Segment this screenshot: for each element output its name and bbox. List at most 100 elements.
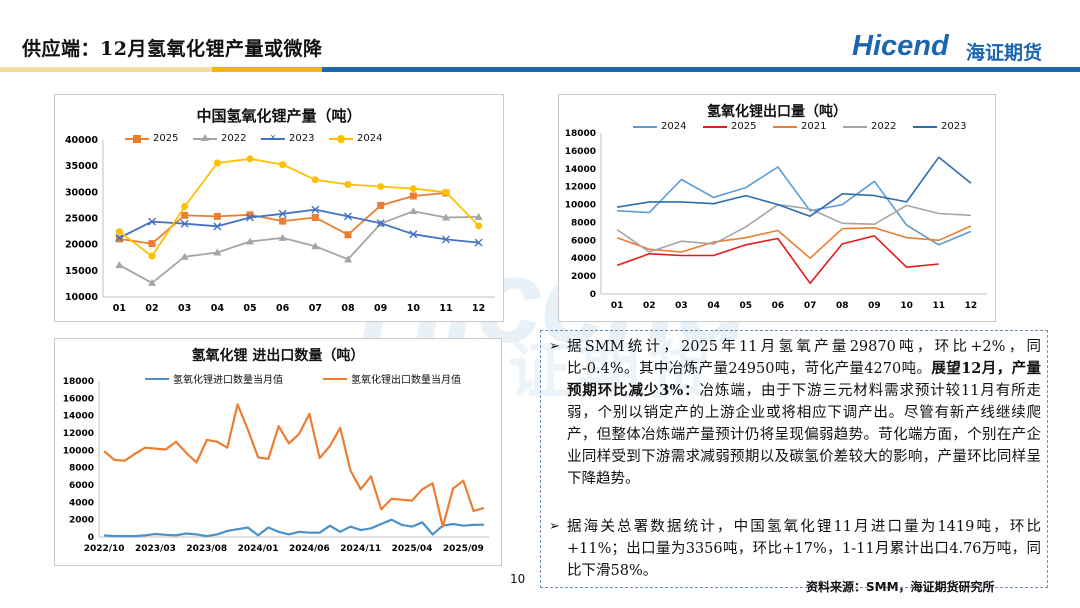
data-point-2-9-b — [409, 230, 418, 239]
data-point-3-10 — [442, 188, 450, 196]
header-stripe-blue — [322, 67, 1080, 72]
series-line-0 — [104, 518, 484, 538]
production-chart-legend: 2025 2022 ✕ 2023 2024 — [125, 133, 445, 147]
series-line-1 — [118, 210, 479, 284]
x-tick-label: 05 — [739, 301, 752, 311]
data-point-2-1-b — [148, 217, 156, 226]
legend-marker: ✕ — [269, 132, 277, 142]
legend-label: 2022 — [871, 121, 897, 132]
data-point-3-9 — [409, 185, 417, 193]
data-point-2-11-b — [474, 238, 483, 247]
legend-label: 2023 — [289, 133, 315, 144]
x-tick-label: 2025/09 — [443, 544, 484, 554]
x-tick-label: 07 — [309, 303, 322, 314]
page-number: 10 — [510, 572, 526, 586]
x-tick-label: 2024/01 — [238, 544, 279, 554]
legend-swatch: ✕ — [261, 133, 285, 141]
x-tick-label: 12 — [965, 301, 978, 311]
paragraph-1-text-b: 冶炼端，由于下游三元材料需求预计较11月有所走弱，个别以销定产的上游企业或将相应… — [567, 383, 1041, 487]
data-point-0-7 — [344, 231, 352, 239]
legend-swatch — [125, 134, 149, 143]
series-line-1 — [616, 235, 939, 285]
data-point-3-5 — [279, 161, 287, 169]
y-tick-label: 0 — [88, 533, 94, 543]
trade-chart-legend: 氢氧化锂进口数量当月值 氢氧化锂出口数量当月值 — [145, 371, 485, 386]
legend-item: 氢氧化锂出口数量当月值 — [323, 371, 461, 386]
commentary-paragraph-1: ➢ 据SMM统计，2025年11月氢氧产量29870吨，环比+2%，同比-0.4… — [549, 336, 1041, 490]
data-point-0-0 — [115, 235, 123, 243]
y-tick-label: 15000 — [65, 266, 98, 277]
data-point-1-7 — [344, 255, 352, 263]
legend-label: 氢氧化锂出口数量当月值 — [351, 375, 461, 386]
logo-wordmark: Hicend — [852, 30, 949, 62]
x-tick-label: 10 — [900, 301, 913, 311]
data-point-1-0 — [115, 261, 124, 269]
y-tick-label: 6000 — [571, 236, 596, 246]
paragraph-1-text-a: 据SMM统计，2025年11月氢氧产量29870吨，环比+2%，同比-0.4%。… — [567, 339, 1041, 377]
legend-label: 2025 — [153, 133, 179, 144]
bullet-arrow-icon: ➢ — [549, 519, 560, 534]
legend-label: 氢氧化锂进口数量当月值 — [173, 375, 283, 386]
series-line-4 — [616, 156, 972, 217]
series-line-0 — [617, 166, 972, 246]
series-line-1 — [103, 403, 485, 528]
y-tick-label: 18000 — [565, 129, 596, 139]
data-point-3-3 — [213, 159, 221, 167]
data-point-2-10-b — [442, 235, 450, 244]
legend-item: ✕ 2023 — [261, 133, 314, 144]
paragraph-2-text: 据海关总署数据统计，中国氢氧化锂11月进口量为1419吨，环比+11%；出口量为… — [567, 519, 1041, 579]
page-title: 供应端：12月氢氧化锂产量或微降 — [22, 38, 323, 60]
y-tick-label: 4000 — [69, 498, 94, 508]
x-tick-label: 09 — [374, 303, 387, 314]
x-tick-label: 09 — [868, 301, 881, 311]
x-tick-label: 02 — [145, 303, 158, 314]
legend-item: 2024 — [633, 121, 686, 132]
data-point-1-10 — [442, 213, 450, 221]
x-tick-label: 10 — [407, 303, 421, 314]
legend-item: 2025 — [125, 133, 178, 144]
legend-item: 2022 — [193, 133, 246, 144]
export-chart-svg: 0 2000 4000 6000 8000 10000 12000 14000 16000 180… — [565, 129, 987, 311]
data-point-1-3 — [213, 248, 222, 256]
y-tick-label: 20000 — [65, 240, 98, 251]
trade-chart-svg: 0 2000 4000 6000 8000 10000 12000 14000 16000 180… — [63, 377, 489, 554]
y-tick-label: 35000 — [65, 161, 98, 172]
data-point-0-1 — [148, 240, 156, 248]
data-point-1-4 — [246, 237, 254, 245]
series-line-2 — [118, 208, 479, 244]
legend-swatch — [703, 125, 727, 128]
x-tick-label: 05 — [243, 303, 256, 314]
data-point-0-2 — [181, 211, 189, 219]
data-point-3-1 — [148, 252, 156, 260]
y-tick-label: 0 — [590, 290, 596, 300]
y-tick-label: 2000 — [69, 516, 94, 526]
y-tick-label: 40000 — [65, 135, 98, 146]
data-point-0-3 — [213, 212, 221, 220]
data-point-2-2-b — [180, 219, 189, 228]
x-tick-label: 2023/08 — [186, 544, 227, 554]
x-tick-label: 07 — [804, 301, 817, 311]
data-point-2-3-b — [213, 222, 222, 231]
x-tick-label: 06 — [276, 303, 290, 314]
data-point-3-6 — [311, 176, 319, 184]
data-point-0-4 — [246, 211, 254, 219]
legend-swatch — [773, 125, 797, 128]
series-line-3 — [616, 203, 971, 253]
data-point-1-11 — [474, 212, 483, 220]
legend-item: 2022 — [843, 121, 896, 132]
y-tick-label: 12000 — [63, 429, 94, 439]
production-chart-svg: 10000 15000 20000 25000 30000 35000 40000 01 02 0… — [65, 135, 495, 314]
data-point-3-8 — [377, 183, 385, 191]
x-tick-label: 08 — [341, 303, 355, 314]
data-point-1-1 — [148, 278, 156, 286]
legend-swatch — [633, 125, 657, 128]
logo-chinese-name: 海证期货 — [966, 42, 1043, 64]
series-line-2 — [616, 225, 972, 259]
data-point-3-7 — [344, 180, 352, 188]
x-tick-label: 2023/03 — [135, 544, 176, 554]
legend-item: 氢氧化锂进口数量当月值 — [145, 371, 283, 386]
y-tick-label: 14000 — [63, 412, 94, 422]
data-point-2-4-b — [246, 213, 254, 222]
legend-marker — [133, 134, 141, 143]
data-point-3-2 — [181, 202, 189, 210]
